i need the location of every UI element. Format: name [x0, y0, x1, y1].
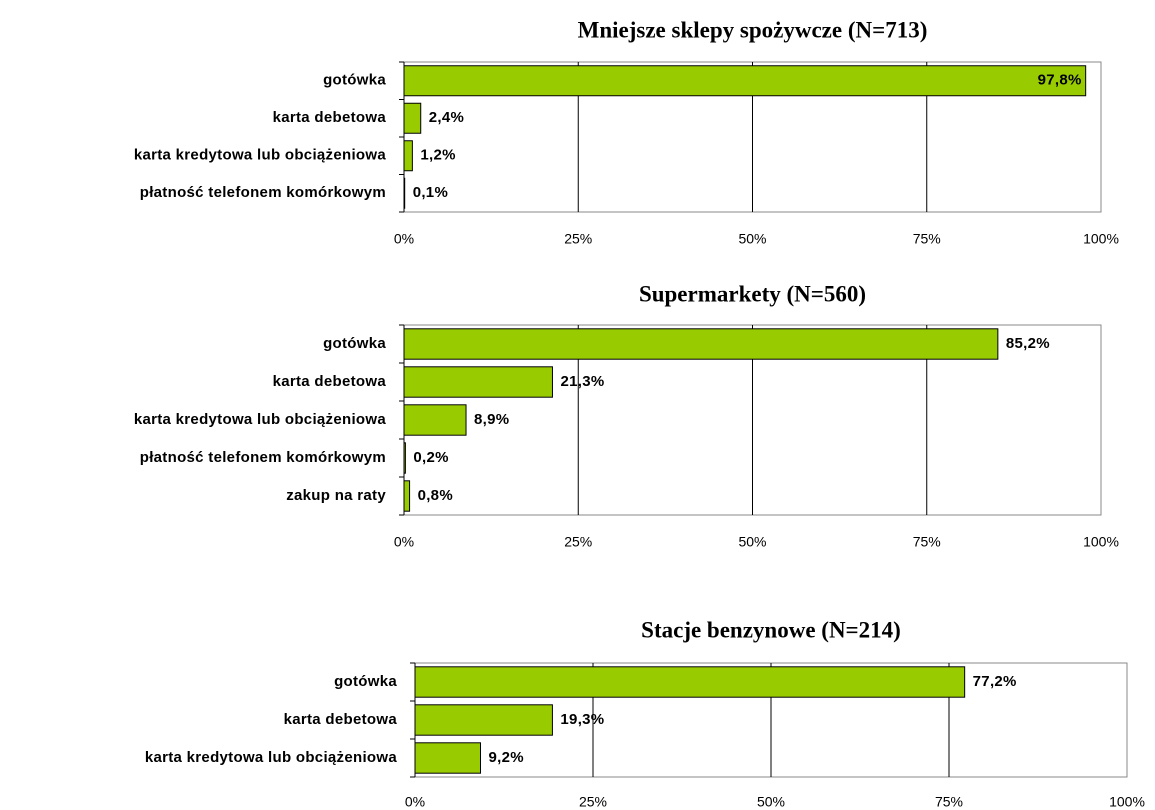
chart-title: Supermarkety (N=560)	[639, 281, 866, 306]
chart-title: Stacje benzynowe (N=214)	[641, 617, 901, 642]
y-tick-label: karta debetowa	[273, 373, 387, 390]
bar	[414, 666, 966, 698]
x-tick-label: 0%	[394, 534, 414, 550]
y-tick-label: karta kredytowa lub obciążeniowa	[145, 749, 398, 766]
x-tick-label: 75%	[913, 534, 941, 550]
chart-title: Mniejsze sklepy spożywcze (N=713)	[578, 17, 928, 42]
y-tick-label: karta debetowa	[284, 711, 398, 728]
value-label: 9,2%	[489, 749, 524, 766]
value-label: 2,4%	[429, 109, 464, 126]
bar	[403, 140, 413, 172]
y-tick-label: gotówka	[323, 72, 386, 89]
value-label: 19,3%	[560, 711, 604, 728]
y-tick-label: zakup na raty	[286, 487, 386, 504]
y-tick-label: karta kredytowa lub obciążeniowa	[134, 411, 387, 428]
x-tick-label: 25%	[579, 794, 607, 810]
x-tick-label: 50%	[738, 231, 766, 247]
value-label: 1,2%	[420, 147, 455, 164]
x-tick-label: 100%	[1083, 534, 1119, 550]
x-tick-label: 50%	[757, 794, 785, 810]
x-tick-label: 25%	[564, 534, 592, 550]
y-tick-label: płatność telefonem komórkowym	[140, 449, 386, 466]
x-tick-label: 25%	[564, 231, 592, 247]
value-label: 0,1%	[413, 184, 448, 201]
bar	[403, 404, 467, 436]
bar	[403, 480, 411, 512]
x-tick-label: 75%	[913, 231, 941, 247]
x-tick-label: 0%	[394, 231, 414, 247]
y-tick-label: gotówka	[323, 335, 386, 352]
x-tick-label: 50%	[738, 534, 766, 550]
value-label: 0,2%	[413, 449, 448, 466]
y-tick-label: gotówka	[334, 673, 397, 690]
value-label: 21,3%	[560, 373, 604, 390]
x-tick-label: 100%	[1083, 231, 1119, 247]
bar	[414, 704, 553, 736]
x-tick-label: 100%	[1109, 794, 1145, 810]
value-label: 0,8%	[418, 487, 453, 504]
bar	[403, 442, 406, 474]
value-label: 77,2%	[973, 673, 1017, 690]
bar	[403, 102, 422, 134]
bar	[403, 366, 553, 398]
value-label: 85,2%	[1006, 335, 1050, 352]
x-tick-label: 0%	[405, 794, 425, 810]
bar	[414, 742, 482, 774]
y-tick-label: karta debetowa	[273, 109, 387, 126]
value-label: 8,9%	[474, 411, 509, 428]
y-tick-label: płatność telefonem komórkowym	[140, 184, 386, 201]
value-label: 97,8%	[1038, 72, 1082, 89]
bar	[403, 177, 406, 209]
y-tick-label: karta kredytowa lub obciążeniowa	[134, 147, 387, 164]
bar	[403, 328, 999, 360]
x-tick-label: 75%	[935, 794, 963, 810]
bar	[403, 65, 1087, 97]
